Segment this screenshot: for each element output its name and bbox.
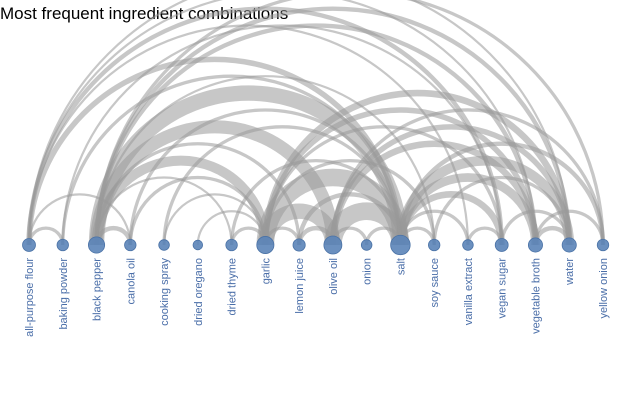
node-label-black-pepper: black pepper xyxy=(92,258,104,321)
node-vanilla-extract[interactable] xyxy=(462,239,474,251)
node-label-dried-thyme: dried thyme xyxy=(227,258,239,315)
arc-baking-powder-vegan-sugar xyxy=(61,24,503,246)
node-label-canola-oil: canola oil xyxy=(125,258,137,304)
arc-all-purpose-flour-canola-oil xyxy=(27,193,132,246)
nodes-group xyxy=(22,234,610,256)
node-label-onion: onion xyxy=(362,258,374,285)
arc-links-group xyxy=(26,0,606,246)
node-label-vegetable-broth: vegetable broth xyxy=(530,258,542,334)
arc-canola-oil-garlic xyxy=(128,175,268,246)
node-all-purpose-flour[interactable] xyxy=(22,238,36,252)
arc-garlic-soy-sauce xyxy=(263,159,436,246)
node-dried-thyme[interactable] xyxy=(225,238,238,252)
arc-salt-vanilla-extract xyxy=(398,209,470,246)
node-label-cooking-spray: cooking spray xyxy=(159,258,171,326)
node-onion[interactable] xyxy=(360,239,373,251)
arc-soy-sauce-water xyxy=(432,175,571,246)
arc-black-pepper-soy-sauce xyxy=(95,75,436,246)
arc-cooking-spray-salt xyxy=(162,125,403,246)
node-cooking-spray[interactable] xyxy=(158,239,170,251)
node-label-yellow-onion: yellow onion xyxy=(598,258,610,319)
arc-black-pepper-water xyxy=(94,6,572,246)
arc-black-pepper-olive-oil xyxy=(89,120,340,246)
arc-salt-yellow-onion xyxy=(398,141,606,246)
arc-canola-oil-salt xyxy=(128,108,403,246)
arc-all-purpose-flour-vegetable-broth xyxy=(27,0,537,246)
node-water[interactable] xyxy=(561,237,577,253)
arc-olive-oil-yellow-onion xyxy=(331,108,605,246)
arc-salt-vegan-sugar xyxy=(397,191,506,246)
arc-garlic-vegetable-broth xyxy=(262,107,539,246)
node-salt[interactable] xyxy=(390,234,411,256)
arc-all-purpose-flour-salt xyxy=(26,56,404,246)
arc-cooking-spray-garlic xyxy=(162,193,267,246)
node-vegetable-broth[interactable] xyxy=(527,237,543,253)
node-labels-group: all-purpose flour baking powder black pepp… xyxy=(24,258,610,337)
arc-garlic-vegan-sugar xyxy=(263,125,504,246)
node-label-lemon-juice: lemon juice xyxy=(294,258,306,314)
node-label-water: water xyxy=(564,258,576,286)
chart-title: Most frequent ingredient combinations xyxy=(0,4,289,23)
arc-olive-oil-water xyxy=(330,124,572,246)
node-label-dried-oregano: dried oregano xyxy=(193,258,205,326)
node-canola-oil[interactable] xyxy=(124,238,137,252)
node-vegan-sugar[interactable] xyxy=(494,238,509,252)
arc-all-purpose-flour-water xyxy=(27,0,571,246)
node-label-all-purpose-flour: all-purpose flour xyxy=(24,258,36,337)
arc-vegan-sugar-water xyxy=(500,209,571,246)
node-black-pepper[interactable] xyxy=(87,236,106,254)
arc-all-purpose-flour-vanilla-extract xyxy=(27,24,470,246)
node-garlic[interactable] xyxy=(256,236,275,254)
node-soy-sauce[interactable] xyxy=(428,238,441,252)
node-label-garlic: garlic xyxy=(260,258,272,285)
arc-black-pepper-dried-thyme xyxy=(95,176,233,246)
arc-black-pepper-lemon-juice xyxy=(94,142,301,246)
node-label-baking-powder: baking powder xyxy=(58,258,70,330)
node-olive-oil[interactable] xyxy=(323,235,343,255)
arc-dried-thyme-salt xyxy=(229,159,403,246)
arc-vegetable-broth-yellow-onion xyxy=(533,209,605,246)
node-baking-powder[interactable] xyxy=(56,238,69,252)
node-label-vanilla-extract: vanilla extract xyxy=(463,258,475,325)
arc-all-purpose-flour-vegan-sugar xyxy=(26,6,504,246)
node-label-soy-sauce: soy sauce xyxy=(429,258,441,308)
node-label-salt: salt xyxy=(395,258,407,275)
node-label-vegan-sugar: vegan sugar xyxy=(497,258,509,319)
arc-lemon-juice-salt xyxy=(296,192,403,246)
arc-black-pepper-yellow-onion xyxy=(94,0,605,246)
node-lemon-juice[interactable] xyxy=(292,238,306,252)
arc-dried-oregano-garlic xyxy=(196,210,267,246)
node-dried-oregano[interactable] xyxy=(192,239,204,251)
node-label-olive-oil: olive oil xyxy=(328,258,340,295)
node-yellow-onion[interactable] xyxy=(596,238,610,252)
